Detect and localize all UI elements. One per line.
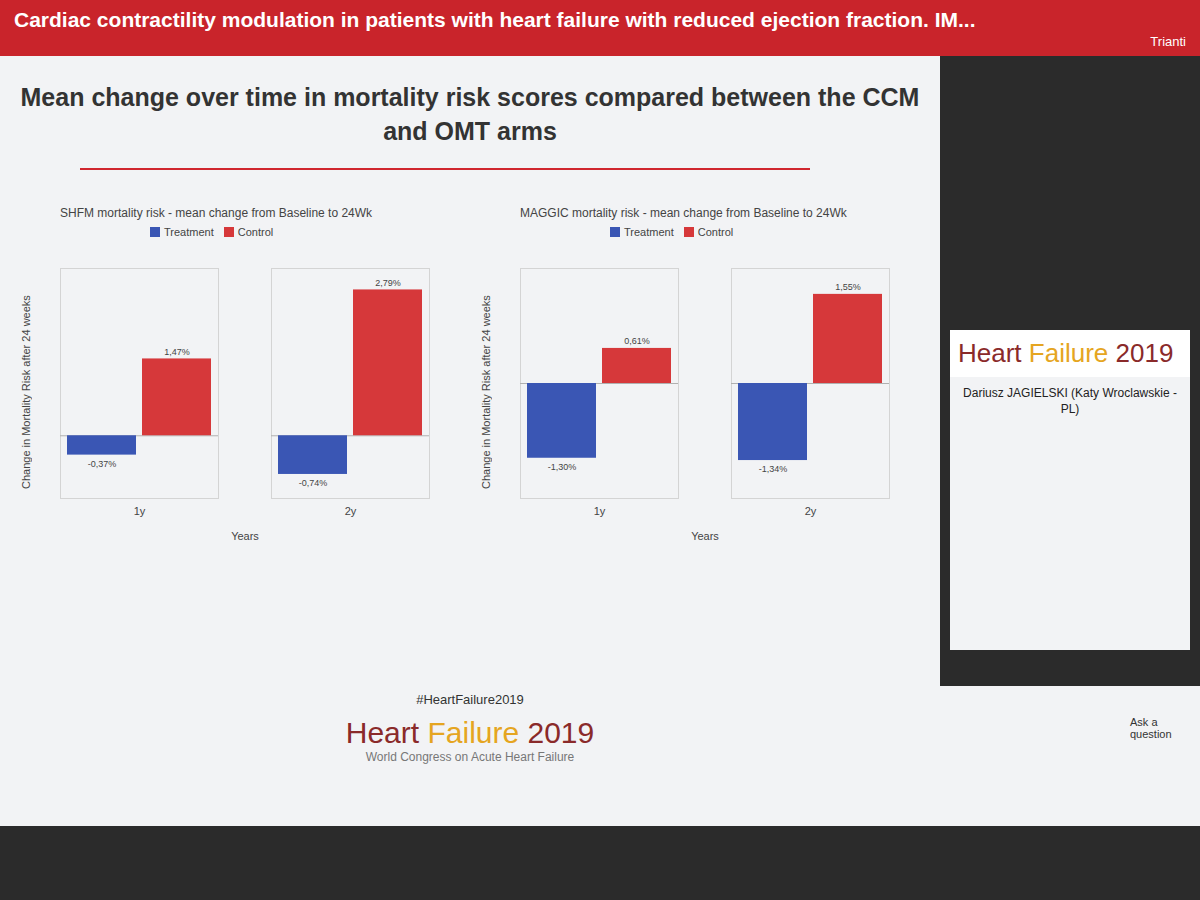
html-text:Control: Control xyxy=(237,226,274,238)
svg-text:0,61%: 0,61% xyxy=(624,336,650,346)
html-text:Heart Failure 2019: Heart Failure 2019 xyxy=(958,338,1174,368)
html-text:Ask a question: Ask a question xyxy=(1130,716,1172,740)
svg-text:-0,74%: -0,74% xyxy=(299,478,328,488)
svg-text:1y: 1y xyxy=(594,505,606,517)
svg-text:-1,30%: -1,30% xyxy=(548,462,577,472)
html-text:SHFM mortality risk - mean cha: SHFM mortality risk - mean change from B… xyxy=(60,206,373,220)
svg-text:1,47%: 1,47% xyxy=(164,347,190,357)
html-text:#HeartFailure2019: #HeartFailure2019 xyxy=(416,692,524,707)
svg-text:Years: Years xyxy=(231,530,259,542)
html-text:Change in Mortality Risk after: Change in Mortality Risk after 24 weeks xyxy=(20,295,32,489)
html-text:Treatment: Treatment xyxy=(624,226,674,238)
html-text:MAGGIC mortality risk - mean c: MAGGIC mortality risk - mean change from… xyxy=(520,206,847,220)
html-text:Change in Mortality Risk after: Change in Mortality Risk after 24 weeks xyxy=(480,295,492,489)
html-text:Treatment: Treatment xyxy=(164,226,214,238)
html-text:Trianti: Trianti xyxy=(1150,34,1186,49)
svg-text:2y: 2y xyxy=(345,505,357,517)
html-text:Mean change over time in morta: Mean change over time in mortality risk … xyxy=(20,83,920,145)
svg-text:1,55%: 1,55% xyxy=(835,282,861,292)
html-text:Heart Failure 2019: Heart Failure 2019 xyxy=(345,716,595,749)
svg-text:2,79%: 2,79% xyxy=(375,278,401,288)
html-text:Cardiac contractility modulati: Cardiac contractility modulation in pati… xyxy=(14,8,976,31)
svg-text:1y: 1y xyxy=(134,505,146,517)
svg-text:-1,34%: -1,34% xyxy=(759,464,788,474)
svg-text:Years: Years xyxy=(691,530,719,542)
svg-text:-0,37%: -0,37% xyxy=(88,459,117,469)
html-text:Dariusz JAGIELSKI (Katy Wrocla: Dariusz JAGIELSKI (Katy Wroclawskie - PL… xyxy=(963,386,1177,416)
html-text:Control: Control xyxy=(697,226,734,238)
html-text:World Congress on Acute Heart: World Congress on Acute Heart Failure xyxy=(365,750,575,764)
svg-text:2y: 2y xyxy=(805,505,817,517)
